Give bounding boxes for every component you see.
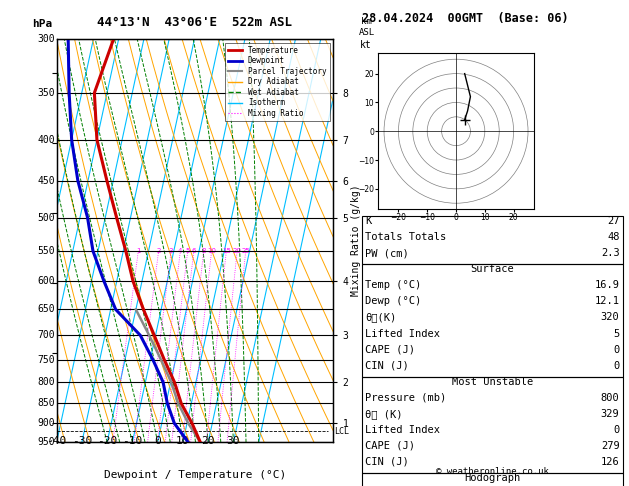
Text: 10: 10 [176,436,189,446]
Text: 0: 0 [613,345,620,355]
Text: 3: 3 [169,248,174,254]
Text: 500: 500 [38,213,55,223]
Text: K: K [365,216,371,226]
Text: 10: 10 [207,248,216,254]
Text: Dewpoint / Temperature (°C): Dewpoint / Temperature (°C) [104,470,286,481]
Text: LCL: LCL [333,427,348,435]
Text: 15: 15 [222,248,231,254]
Text: CIN (J): CIN (J) [365,457,409,467]
Text: 20: 20 [201,436,215,446]
Text: 800: 800 [38,377,55,387]
Text: Most Unstable: Most Unstable [452,377,533,387]
Text: -20: -20 [97,436,117,446]
Text: Lifted Index: Lifted Index [365,329,440,339]
Text: 4: 4 [178,248,182,254]
Text: 450: 450 [38,176,55,186]
Text: 6: 6 [192,248,196,254]
Text: Lifted Index: Lifted Index [365,425,440,435]
Text: 5: 5 [613,329,620,339]
Text: Hodograph: Hodograph [464,473,520,483]
Text: 0: 0 [154,436,161,446]
Text: 25: 25 [242,248,250,254]
Text: 5: 5 [186,248,190,254]
Text: 28.04.2024  00GMT  (Base: 06): 28.04.2024 00GMT (Base: 06) [362,12,568,25]
Text: 350: 350 [38,88,55,98]
Legend: Temperature, Dewpoint, Parcel Trajectory, Dry Adiabat, Wet Adiabat, Isotherm, Mi: Temperature, Dewpoint, Parcel Trajectory… [225,43,330,121]
Y-axis label: Mixing Ratio (g/kg): Mixing Ratio (g/kg) [351,185,361,296]
Text: 2.3: 2.3 [601,248,620,259]
Text: 800: 800 [601,393,620,403]
Text: θᴄ(K): θᴄ(K) [365,312,396,323]
Text: 900: 900 [38,418,55,428]
Text: 700: 700 [38,330,55,340]
Text: -40: -40 [47,436,67,446]
Text: 600: 600 [38,277,55,286]
Text: PW (cm): PW (cm) [365,248,409,259]
Text: 44°13'N  43°06'E  522m ASL: 44°13'N 43°06'E 522m ASL [97,16,292,29]
Text: 126: 126 [601,457,620,467]
Text: 320: 320 [601,312,620,323]
Text: km
ASL: km ASL [359,17,375,37]
Text: 8: 8 [201,248,206,254]
Text: Totals Totals: Totals Totals [365,232,446,243]
Text: 12.1: 12.1 [594,296,620,307]
Text: kt: kt [360,40,371,51]
Text: 300: 300 [38,34,55,44]
Text: 550: 550 [38,246,55,256]
Text: -30: -30 [72,436,92,446]
Text: 950: 950 [38,437,55,447]
Text: 0: 0 [613,361,620,371]
Text: 750: 750 [38,354,55,364]
Text: © weatheronline.co.uk: © weatheronline.co.uk [436,467,548,476]
Text: 650: 650 [38,304,55,314]
Text: 2: 2 [157,248,161,254]
Text: Surface: Surface [470,264,514,275]
Text: 850: 850 [38,399,55,408]
Text: CAPE (J): CAPE (J) [365,345,415,355]
Text: 48: 48 [607,232,620,243]
Text: hPa: hPa [31,19,52,29]
Text: -10: -10 [122,436,143,446]
Text: 1: 1 [136,248,141,254]
Text: 279: 279 [601,441,620,451]
Text: θᴄ (K): θᴄ (K) [365,409,403,419]
Text: 30: 30 [226,436,240,446]
Text: 20: 20 [233,248,242,254]
Text: Pressure (mb): Pressure (mb) [365,393,446,403]
Text: CAPE (J): CAPE (J) [365,441,415,451]
Text: Temp (°C): Temp (°C) [365,280,421,291]
Text: 27: 27 [607,216,620,226]
Text: 400: 400 [38,135,55,144]
Text: 0: 0 [613,425,620,435]
Text: Dewp (°C): Dewp (°C) [365,296,421,307]
Text: 329: 329 [601,409,620,419]
Text: CIN (J): CIN (J) [365,361,409,371]
Text: 16.9: 16.9 [594,280,620,291]
